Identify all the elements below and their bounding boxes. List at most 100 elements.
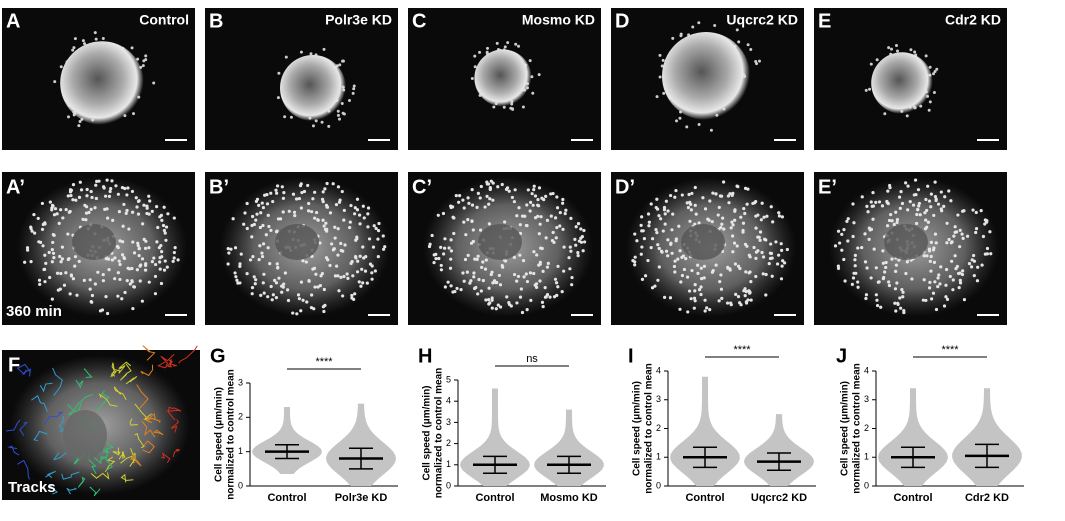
cell xyxy=(951,288,955,292)
cell xyxy=(285,288,290,292)
cell xyxy=(545,293,550,297)
cell xyxy=(333,225,337,229)
cell xyxy=(142,203,146,207)
cell xyxy=(838,241,842,245)
cell xyxy=(735,244,739,248)
cell xyxy=(257,258,261,262)
cell xyxy=(487,286,491,290)
cell xyxy=(84,211,89,215)
track xyxy=(44,411,64,425)
cell xyxy=(580,234,584,239)
cell xyxy=(322,309,326,314)
cell xyxy=(856,280,860,284)
cell xyxy=(933,180,937,184)
cell xyxy=(159,281,164,286)
cell xyxy=(345,272,349,276)
cell xyxy=(357,213,362,217)
cell xyxy=(243,211,247,215)
cell xyxy=(726,194,731,198)
cell xyxy=(971,253,976,258)
cell xyxy=(104,257,108,261)
cell xyxy=(563,212,567,216)
cell xyxy=(130,280,134,284)
cell xyxy=(718,279,722,284)
track xyxy=(19,421,28,436)
cell xyxy=(162,228,166,233)
cell xyxy=(543,295,548,299)
cell xyxy=(925,208,929,213)
cell xyxy=(777,253,781,257)
cell xyxy=(513,188,517,192)
cell xyxy=(752,245,756,250)
cell xyxy=(326,258,330,262)
cell xyxy=(764,293,768,297)
cell xyxy=(925,225,929,229)
cell xyxy=(894,263,899,267)
cell xyxy=(582,240,587,244)
cell xyxy=(538,222,542,226)
cell xyxy=(321,218,325,222)
cell xyxy=(714,263,718,267)
cell xyxy=(131,240,135,244)
cell xyxy=(662,91,666,95)
cell xyxy=(121,240,125,244)
cell xyxy=(475,205,479,209)
track xyxy=(142,345,156,361)
cell xyxy=(555,195,559,199)
cell xyxy=(162,205,166,209)
cell xyxy=(296,293,301,297)
cell xyxy=(833,244,838,248)
cell xyxy=(261,281,265,285)
cell xyxy=(351,91,355,95)
cell xyxy=(633,263,637,267)
cell xyxy=(765,214,769,218)
cell xyxy=(101,279,106,283)
cell xyxy=(516,274,521,279)
cell xyxy=(130,266,134,271)
cell xyxy=(452,216,456,220)
cell xyxy=(356,259,360,263)
cell xyxy=(717,299,721,303)
cell xyxy=(468,281,472,285)
cell xyxy=(339,248,343,253)
y-tick-label: 3 xyxy=(238,377,243,387)
cell xyxy=(276,96,280,100)
cell xyxy=(51,240,55,245)
cell xyxy=(659,249,664,253)
cell xyxy=(728,267,732,271)
cell xyxy=(714,192,718,196)
cell xyxy=(785,247,789,252)
cell xyxy=(742,206,746,211)
cell xyxy=(722,227,726,231)
cell xyxy=(703,207,708,211)
track xyxy=(77,476,86,488)
cell xyxy=(77,195,82,199)
cell xyxy=(251,255,255,259)
cell xyxy=(478,196,482,200)
cell xyxy=(979,209,983,213)
cell xyxy=(846,217,850,221)
cell xyxy=(944,267,949,272)
spheroid xyxy=(662,32,750,120)
cell xyxy=(351,274,355,278)
cell xyxy=(747,271,751,275)
cell xyxy=(929,205,933,209)
cell xyxy=(72,46,76,50)
cell xyxy=(503,220,507,224)
cell xyxy=(853,258,857,262)
cell xyxy=(361,281,365,285)
x-tick-label: Control xyxy=(475,492,514,504)
cell xyxy=(110,179,114,183)
cell xyxy=(226,262,230,266)
track xyxy=(61,471,80,480)
cell xyxy=(381,247,386,251)
track xyxy=(89,486,101,497)
track xyxy=(83,368,93,378)
cell xyxy=(381,234,385,238)
cell xyxy=(250,235,254,239)
cell xyxy=(66,232,70,236)
cell xyxy=(362,256,366,260)
cell xyxy=(836,229,841,233)
cell xyxy=(758,230,763,234)
cell xyxy=(902,310,906,315)
